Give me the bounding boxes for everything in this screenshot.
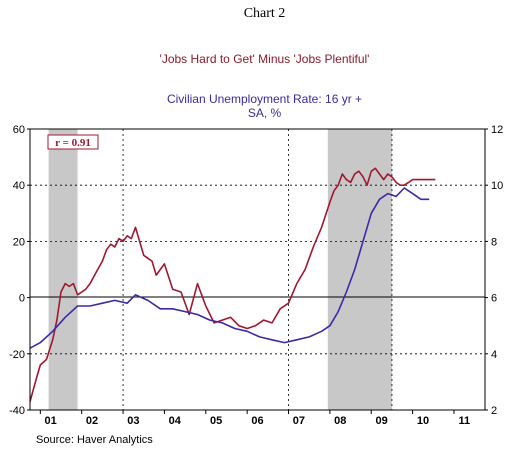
left-tick-label: 0 xyxy=(19,293,25,305)
x-tick-label: 10 xyxy=(417,415,429,427)
series-title-jobs: 'Jobs Hard to Get' Minus 'Jobs Plentiful… xyxy=(159,52,370,66)
left-tick-label: 60 xyxy=(13,124,25,136)
x-tick-label: 06 xyxy=(251,415,263,427)
series-lines xyxy=(29,167,436,402)
recession-band-0 xyxy=(48,129,78,410)
right-tick-label: 12 xyxy=(491,124,503,136)
recession-band-1 xyxy=(327,129,392,410)
chart-title: Chart 2 xyxy=(243,6,286,21)
annotation-label: r = 0.91 xyxy=(55,137,91,149)
series-title-unemployment-units: SA, % xyxy=(247,106,282,120)
recession-shading xyxy=(48,129,392,410)
series-title-unemployment: Civilian Unemployment Rate: 16 yr + xyxy=(166,92,363,106)
right-tick-label: 10 xyxy=(491,180,503,192)
left-axis-ticks: 60 40 20 0 -20 -40 xyxy=(9,124,30,417)
x-tick-label: 02 xyxy=(86,415,98,427)
right-tick-label: 8 xyxy=(491,236,497,248)
source-note: Source: Haver Analytics xyxy=(36,434,153,446)
plot-frame xyxy=(29,128,486,411)
correlation-annotation: r = 0.91 xyxy=(47,134,99,150)
x-tick-label: 08 xyxy=(334,415,346,427)
x-tick-label: 05 xyxy=(210,415,222,427)
annotation-box xyxy=(47,134,99,150)
x-tick-label: 11 xyxy=(458,415,470,427)
left-tick-label: 40 xyxy=(13,180,25,192)
right-tick-label: 2 xyxy=(491,405,497,417)
left-tick-label: -20 xyxy=(9,349,25,361)
left-tick-label: -40 xyxy=(9,405,25,417)
series-line-1 xyxy=(29,187,430,349)
x-tick-label: 09 xyxy=(375,415,387,427)
x-tick-label: 03 xyxy=(127,415,139,427)
right-tick-label: 4 xyxy=(491,349,497,361)
x-tick-label: 04 xyxy=(169,415,182,427)
x-axis-ticks: 01 02 03 04 05 06 07 08 09 10 11 xyxy=(39,410,470,427)
x-tick-label: 07 xyxy=(293,415,305,427)
right-tick-label: 6 xyxy=(491,293,497,305)
right-axis-ticks: 12 10 8 6 4 2 xyxy=(485,124,503,417)
x-tick-label: 01 xyxy=(45,415,57,427)
left-tick-label: 20 xyxy=(13,236,25,248)
